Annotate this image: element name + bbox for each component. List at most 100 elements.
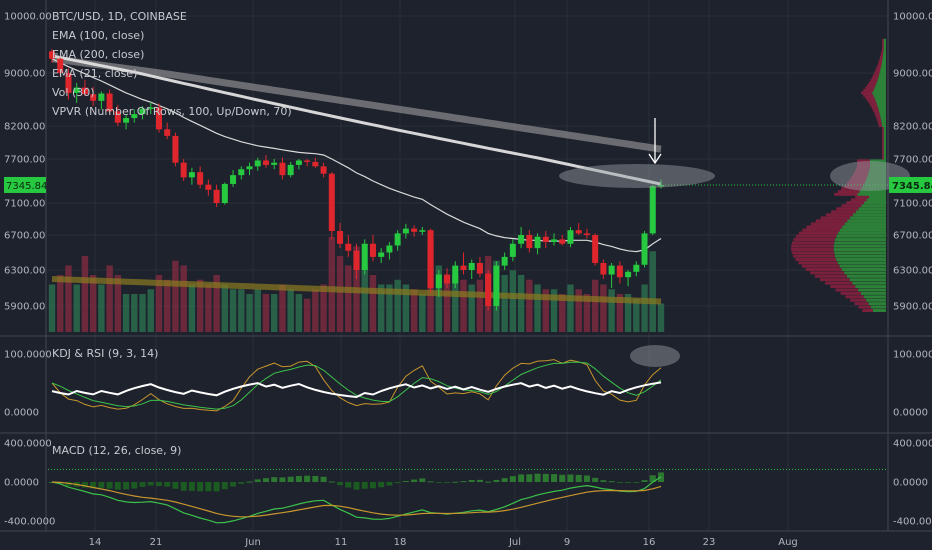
volume-bar <box>608 289 614 332</box>
vpvr-row-down <box>791 245 834 248</box>
macd-histogram-bar <box>642 480 648 482</box>
candle-body <box>633 265 639 272</box>
candle-body <box>460 266 466 270</box>
study-label-volume[interactable]: Vol (30) <box>52 86 95 99</box>
candle-body <box>172 136 178 163</box>
macd-histogram-bar <box>395 482 401 483</box>
macd-histogram-bar <box>551 474 557 482</box>
volume-bar <box>197 280 203 332</box>
candle-body <box>551 239 557 242</box>
ema100-line <box>52 56 661 184</box>
price-tick-label-right: 8200.00 <box>893 122 932 133</box>
volume-bar <box>592 280 598 332</box>
chart-symbol-title: BTC/USD, 1D, COINBASE <box>52 10 187 23</box>
macd-histogram-bar <box>600 480 606 482</box>
macd-histogram-bar <box>296 476 302 482</box>
kdj-rsi-label[interactable]: KDJ & RSI (9, 3, 14) <box>52 347 158 360</box>
vpvr-row-down <box>836 207 858 210</box>
volume-bar <box>49 285 55 333</box>
macd-histogram-bar <box>107 482 113 489</box>
vpvr-row-down <box>825 282 852 285</box>
date-tick-label: 11 <box>335 537 348 548</box>
vpvr-row-down <box>851 198 867 201</box>
price-tick-label-right: 6700.00 <box>893 231 932 242</box>
candle-body <box>370 244 376 257</box>
candle-body <box>378 253 384 257</box>
vpvr-row-down <box>831 210 856 213</box>
candle-body <box>345 244 351 251</box>
volume-bar <box>518 275 524 332</box>
vpvr-row-up <box>861 292 886 295</box>
vpvr-row-down <box>802 229 840 232</box>
vpvr-row-down <box>793 255 835 258</box>
candle-body <box>238 169 244 175</box>
macd-histogram-bar <box>140 482 146 487</box>
candle-body <box>502 257 508 266</box>
vpvr-row-up <box>835 255 886 258</box>
candle-body <box>419 230 425 232</box>
candle-body <box>436 275 442 289</box>
vpvr-row-down <box>841 204 861 207</box>
vpvr-row-up <box>884 39 886 42</box>
vpvr-row-up <box>850 278 886 281</box>
study-label-vpvr[interactable]: VPVR (Number Of Rows, 100, Up/Down, 70) <box>52 105 292 118</box>
volume-bar <box>345 266 351 333</box>
price-tick-label-left: 7100.00 <box>4 199 45 210</box>
vpvr-row-up <box>847 219 886 222</box>
candle-body <box>444 275 450 284</box>
kdj-tick-label-right: 100.0000 <box>893 350 932 361</box>
vpvr-row-up <box>842 268 886 271</box>
macd-histogram-bar <box>279 477 285 482</box>
macd-histogram-bar <box>633 482 639 483</box>
candle-body <box>189 172 195 177</box>
price-tick-label-right: 7100.00 <box>893 199 932 210</box>
vpvr-row-down <box>794 238 836 241</box>
vpvr-row-up <box>840 229 886 232</box>
macd-histogram-bar <box>172 482 178 489</box>
macd-histogram-bar <box>428 481 434 482</box>
date-tick-label: 14 <box>89 537 102 548</box>
study-label-ema200[interactable]: EMA (200, close) <box>52 48 144 61</box>
vpvr-row-down <box>882 39 884 42</box>
candle-body <box>600 263 606 275</box>
volume-bar <box>460 280 466 332</box>
macd-histogram-bar <box>526 474 532 482</box>
macd-histogram-bar <box>263 478 269 482</box>
highlight-ellipse-kdj <box>630 345 680 367</box>
macd-histogram-bar <box>411 480 417 482</box>
vpvr-row-down <box>855 196 869 199</box>
vpvr-row-up <box>850 216 886 219</box>
vpvr-row-down <box>821 216 850 219</box>
candle-body <box>362 244 368 270</box>
candle-body <box>584 233 590 235</box>
study-label-ema100[interactable]: EMA (100, close) <box>52 29 144 42</box>
volume-bar <box>123 294 129 332</box>
macd-histogram-bar <box>321 477 327 482</box>
volume-bar <box>329 237 335 332</box>
date-tick-label: Jun <box>244 537 261 548</box>
vpvr-row-up <box>836 258 886 261</box>
macd-label[interactable]: MACD (12, 26, close, 9) <box>52 444 181 457</box>
macd-tick-label-left: 400.0000 <box>4 439 52 450</box>
macd-histogram-bar <box>230 482 236 487</box>
candle-body <box>296 160 302 164</box>
vpvr-row-down <box>811 222 845 225</box>
candle-body <box>493 266 499 306</box>
date-tick-label: 18 <box>394 537 407 548</box>
price-tick-label-left: 7700.00 <box>4 155 45 166</box>
macd-tick-label-right: -400.0000 <box>893 517 932 528</box>
vpvr-row-down <box>826 213 853 216</box>
volume-bar <box>73 285 79 333</box>
macd-histogram-bar <box>205 482 211 491</box>
macd-histogram-bar <box>362 482 368 489</box>
study-label-ema21[interactable]: EMA (21, close) <box>52 67 137 80</box>
macd-histogram-bar <box>271 477 277 482</box>
volume-bar <box>526 280 532 332</box>
candle-body <box>164 129 170 136</box>
macd-histogram-bar <box>477 480 483 482</box>
candle-body <box>510 244 516 257</box>
candle-body <box>567 230 573 244</box>
vpvr-row-down <box>850 299 866 302</box>
